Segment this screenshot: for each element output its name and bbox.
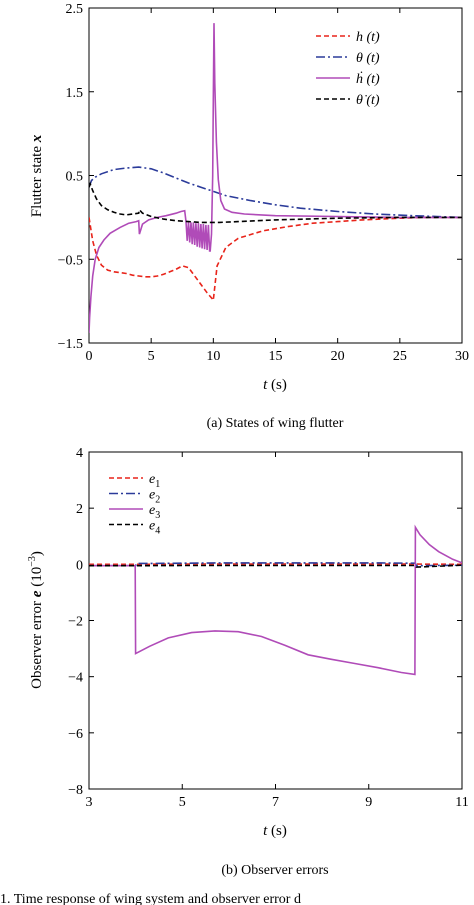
y-tick-label: 0.5 bbox=[66, 170, 84, 185]
series-line-t bbox=[89, 166, 462, 219]
legend-label: θ̇ (t) bbox=[356, 93, 380, 108]
y-tick-label: 1.5 bbox=[66, 86, 84, 101]
x-tick-label: 3 bbox=[86, 795, 93, 810]
plot-frame-a bbox=[88, 7, 463, 344]
legend-label: θ (t) bbox=[356, 51, 380, 66]
y-tick-label: −8 bbox=[68, 783, 83, 798]
plot-frame-b bbox=[88, 451, 463, 790]
y-tick-label: −2 bbox=[68, 615, 83, 630]
tick-labels-b: 3 5 7 9 11 4 2 0 −2 −4 −6 −8 bbox=[68, 446, 469, 810]
chart-wing-flutter-states: 0 5 10 15 20 25 30 2.5 1.5 0.5 −0.5 −1.5 h (t) θ (t)… bbox=[29, 2, 469, 431]
xlabel-a: t (s) bbox=[263, 377, 287, 393]
y-tick-label: −6 bbox=[68, 727, 83, 742]
series-line-e3 bbox=[89, 524, 462, 676]
y-tick-label: 0 bbox=[76, 558, 83, 573]
series-line-h-t bbox=[89, 216, 462, 303]
ylabel-a: Flutter state x bbox=[29, 134, 45, 217]
y-tick-label: 4 bbox=[76, 446, 83, 461]
series-line-e4 bbox=[89, 564, 462, 568]
x-tick-label: 9 bbox=[365, 795, 372, 810]
caption-a: (a) States of wing flutter bbox=[207, 416, 344, 431]
y-tick-label: −4 bbox=[68, 671, 83, 686]
legend-a: h (t) θ (t) ḣ (t) θ̇ (t) bbox=[316, 30, 380, 108]
xlabel-b: t (s) bbox=[263, 823, 287, 839]
x-tick-label: 20 bbox=[331, 349, 345, 364]
legend-label: e3 bbox=[149, 503, 160, 521]
legend-label: e4 bbox=[149, 519, 160, 537]
legend-label: ḣ (t) bbox=[356, 71, 380, 87]
x-tick-label: 10 bbox=[206, 349, 220, 364]
axis-ticks-a bbox=[88, 7, 463, 344]
y-tick-label: 2 bbox=[76, 502, 83, 517]
series-line-t bbox=[89, 23, 462, 333]
x-tick-label: 0 bbox=[86, 349, 93, 364]
x-tick-label: 25 bbox=[393, 349, 407, 364]
ylabel-b: Observer error e (10−3) bbox=[27, 551, 45, 689]
y-tick-label: −1.5 bbox=[58, 337, 83, 352]
series-line-t bbox=[89, 181, 462, 224]
legend-label: e2 bbox=[149, 488, 160, 506]
x-tick-label: 5 bbox=[179, 795, 186, 810]
series-group-a bbox=[89, 23, 462, 333]
axis-ticks-b bbox=[88, 451, 463, 790]
x-tick-label: 15 bbox=[269, 349, 283, 364]
x-tick-label: 7 bbox=[272, 795, 279, 810]
y-tick-label: 2.5 bbox=[66, 2, 84, 17]
y-tick-label: −0.5 bbox=[58, 253, 83, 268]
x-tick-label: 30 bbox=[455, 349, 469, 364]
caption-b: (b) Observer errors bbox=[221, 863, 328, 878]
legend-label: h (t) bbox=[356, 30, 380, 45]
footer-caption-text: 1. Time response of wing system and obse… bbox=[0, 892, 301, 905]
x-tick-label: 5 bbox=[148, 349, 155, 364]
legend-label: e1 bbox=[149, 472, 160, 490]
tick-labels-a: 0 5 10 15 20 25 30 2.5 1.5 0.5 −0.5 −1.5 bbox=[58, 2, 469, 364]
x-tick-label: 11 bbox=[455, 795, 468, 810]
series-group-b bbox=[89, 524, 462, 676]
